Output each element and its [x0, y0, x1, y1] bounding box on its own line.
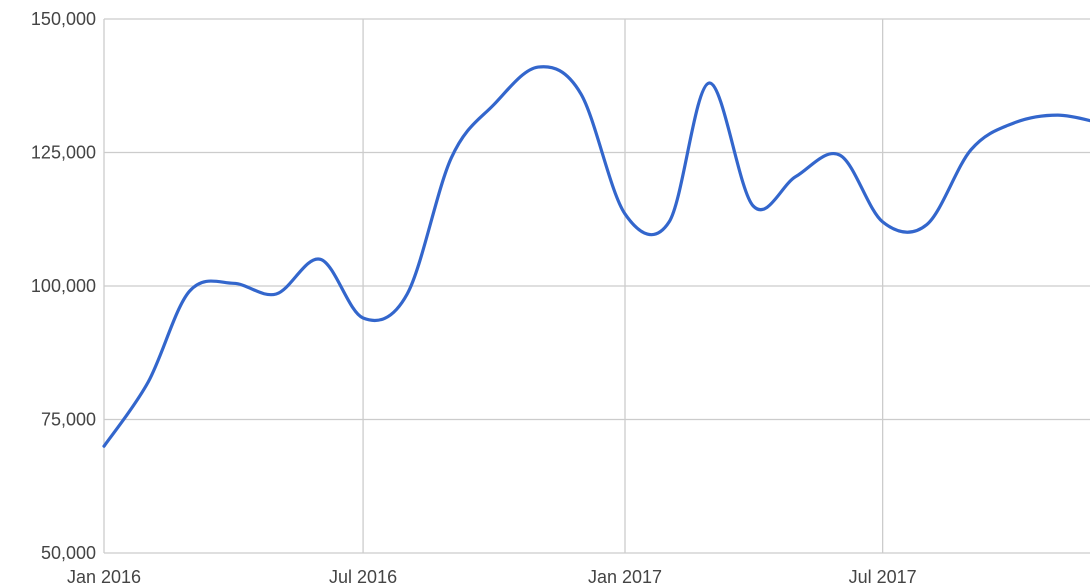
data-point[interactable]	[705, 79, 713, 87]
y-tick-label: 75,000	[41, 410, 96, 430]
data-point[interactable]	[185, 287, 193, 295]
y-tick-label: 50,000	[41, 543, 96, 563]
data-point[interactable]	[534, 63, 542, 71]
y-axis-tick-labels: 50,000 75,000 100,000 125,000 150,000	[31, 9, 96, 563]
data-point[interactable]	[577, 90, 585, 98]
y-tick-label: 100,000	[31, 276, 96, 296]
data-point[interactable]	[447, 154, 455, 162]
data-point[interactable]	[100, 442, 108, 450]
data-point[interactable]	[1010, 119, 1018, 127]
x-tick-label: Jul 2016	[329, 567, 397, 587]
y-tick-label: 150,000	[31, 9, 96, 29]
data-point[interactable]	[230, 279, 238, 287]
data-point[interactable]	[836, 151, 844, 159]
data-point[interactable]	[665, 218, 673, 226]
data-point[interactable]	[1054, 111, 1062, 119]
x-tick-label: Jan 2016	[67, 567, 141, 587]
data-point[interactable]	[792, 173, 800, 181]
data-point[interactable]	[879, 218, 887, 226]
x-tick-label: Jul 2017	[849, 567, 917, 587]
data-point[interactable]	[749, 202, 757, 210]
horizontal-gridlines	[104, 18, 1090, 554]
data-point[interactable]	[923, 221, 931, 229]
x-axis-tick-labels: Jan 2016 Jul 2016 Jan 2017 Jul 2017	[67, 567, 917, 587]
vertical-gridlines	[103, 19, 884, 553]
data-point[interactable]	[403, 290, 411, 298]
series-group	[100, 63, 1090, 450]
data-point[interactable]	[490, 100, 498, 108]
data-point[interactable]	[967, 146, 975, 154]
data-point[interactable]	[621, 210, 629, 218]
data-point[interactable]	[316, 255, 324, 263]
x-tick-label: Jan 2017	[588, 567, 662, 587]
data-point[interactable]	[144, 378, 152, 386]
data-point[interactable]	[272, 290, 280, 298]
data-point[interactable]	[359, 314, 367, 322]
y-tick-label: 125,000	[31, 143, 96, 163]
series-line	[102, 65, 1090, 448]
